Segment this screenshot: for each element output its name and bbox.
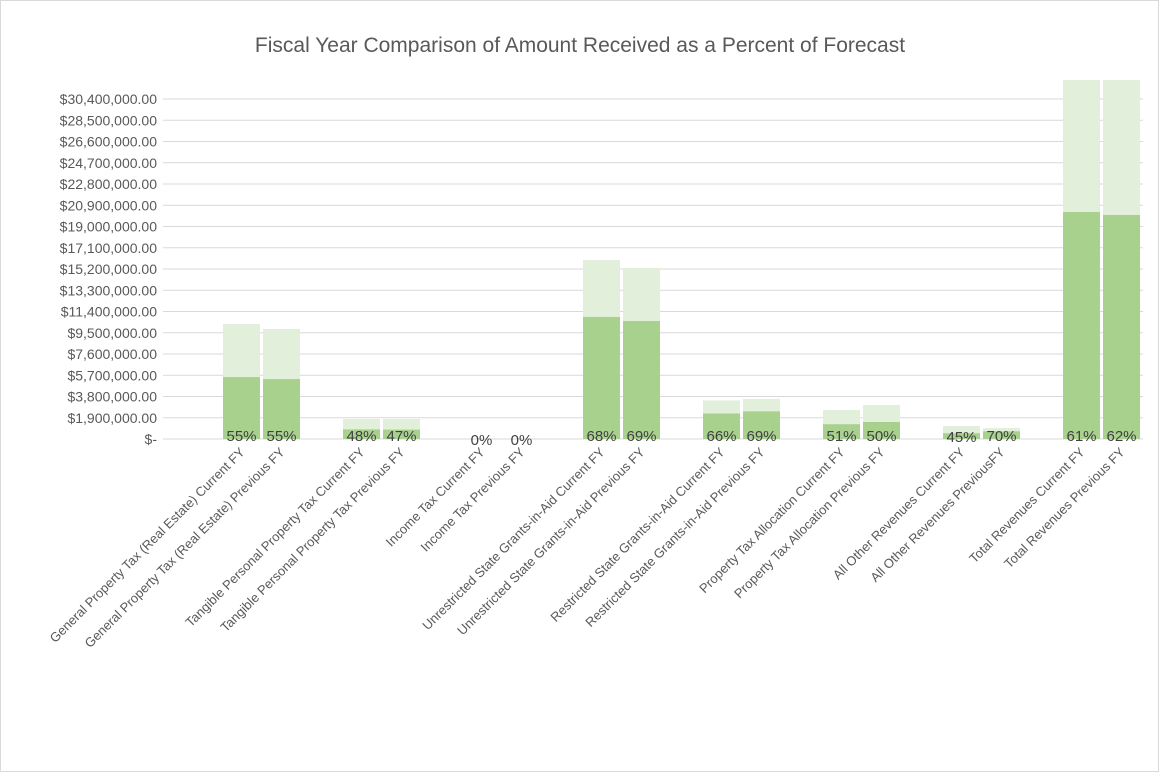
bar [743, 411, 780, 439]
y-tick-label: $- [145, 431, 158, 447]
y-tick-label: $22,800,000.00 [60, 176, 158, 192]
data-label: 0% [471, 432, 493, 449]
data-label: 51% [826, 428, 856, 445]
data-label: 66% [706, 428, 736, 445]
y-tick-label: $26,600,000.00 [60, 134, 158, 150]
y-tick-label: $9,500,000.00 [67, 325, 157, 341]
y-tick-label: $5,700,000.00 [67, 367, 157, 383]
bar [863, 422, 900, 439]
data-label: 0% [511, 432, 533, 449]
bar [1063, 211, 1100, 439]
data-label: 61% [1066, 428, 1096, 445]
bar [583, 316, 620, 439]
y-tick-label: $15,200,000.00 [60, 261, 158, 277]
bar [263, 379, 300, 439]
y-tick-label: $1,900,000.00 [67, 410, 157, 426]
data-label: 68% [586, 428, 616, 445]
data-label: 55% [226, 428, 256, 445]
y-tick-label: $3,800,000.00 [67, 389, 157, 405]
y-tick-label: $20,900,000.00 [60, 197, 158, 213]
data-label: 48% [346, 428, 376, 445]
bar [223, 377, 260, 439]
data-label: 47% [386, 428, 416, 445]
data-label: 70% [986, 428, 1016, 445]
grid: $- $1,900,000.00 $3,800,000.00 $5,700,000.0… [60, 91, 1143, 447]
data-label: 62% [1106, 428, 1136, 445]
y-tick-label: $13,300,000.00 [60, 282, 158, 298]
bar [343, 429, 380, 439]
y-tick-label: $30,400,000.00 [60, 91, 158, 107]
bar [703, 413, 740, 439]
y-tick-label: $28,500,000.00 [60, 112, 158, 128]
data-label: 55% [266, 428, 296, 445]
data-label: 69% [746, 428, 776, 445]
data-label: 50% [866, 428, 896, 445]
bars [223, 80, 1140, 439]
y-tick-label: $17,100,000.00 [60, 240, 158, 256]
data-label: 45% [946, 429, 976, 446]
chart-title: Fiscal Year Comparison of Amount Receive… [255, 34, 905, 57]
y-tick-label: $7,600,000.00 [67, 346, 157, 362]
bar [823, 424, 860, 439]
y-tick-label: $24,700,000.00 [60, 155, 158, 171]
bar [1103, 214, 1140, 439]
bar [943, 433, 980, 439]
bar [983, 431, 1020, 439]
data-label: 69% [626, 428, 656, 445]
y-tick-label: $11,400,000.00 [61, 304, 157, 320]
bar [383, 429, 420, 439]
y-tick-label: $19,000,000.00 [60, 219, 158, 235]
bar [623, 321, 660, 439]
